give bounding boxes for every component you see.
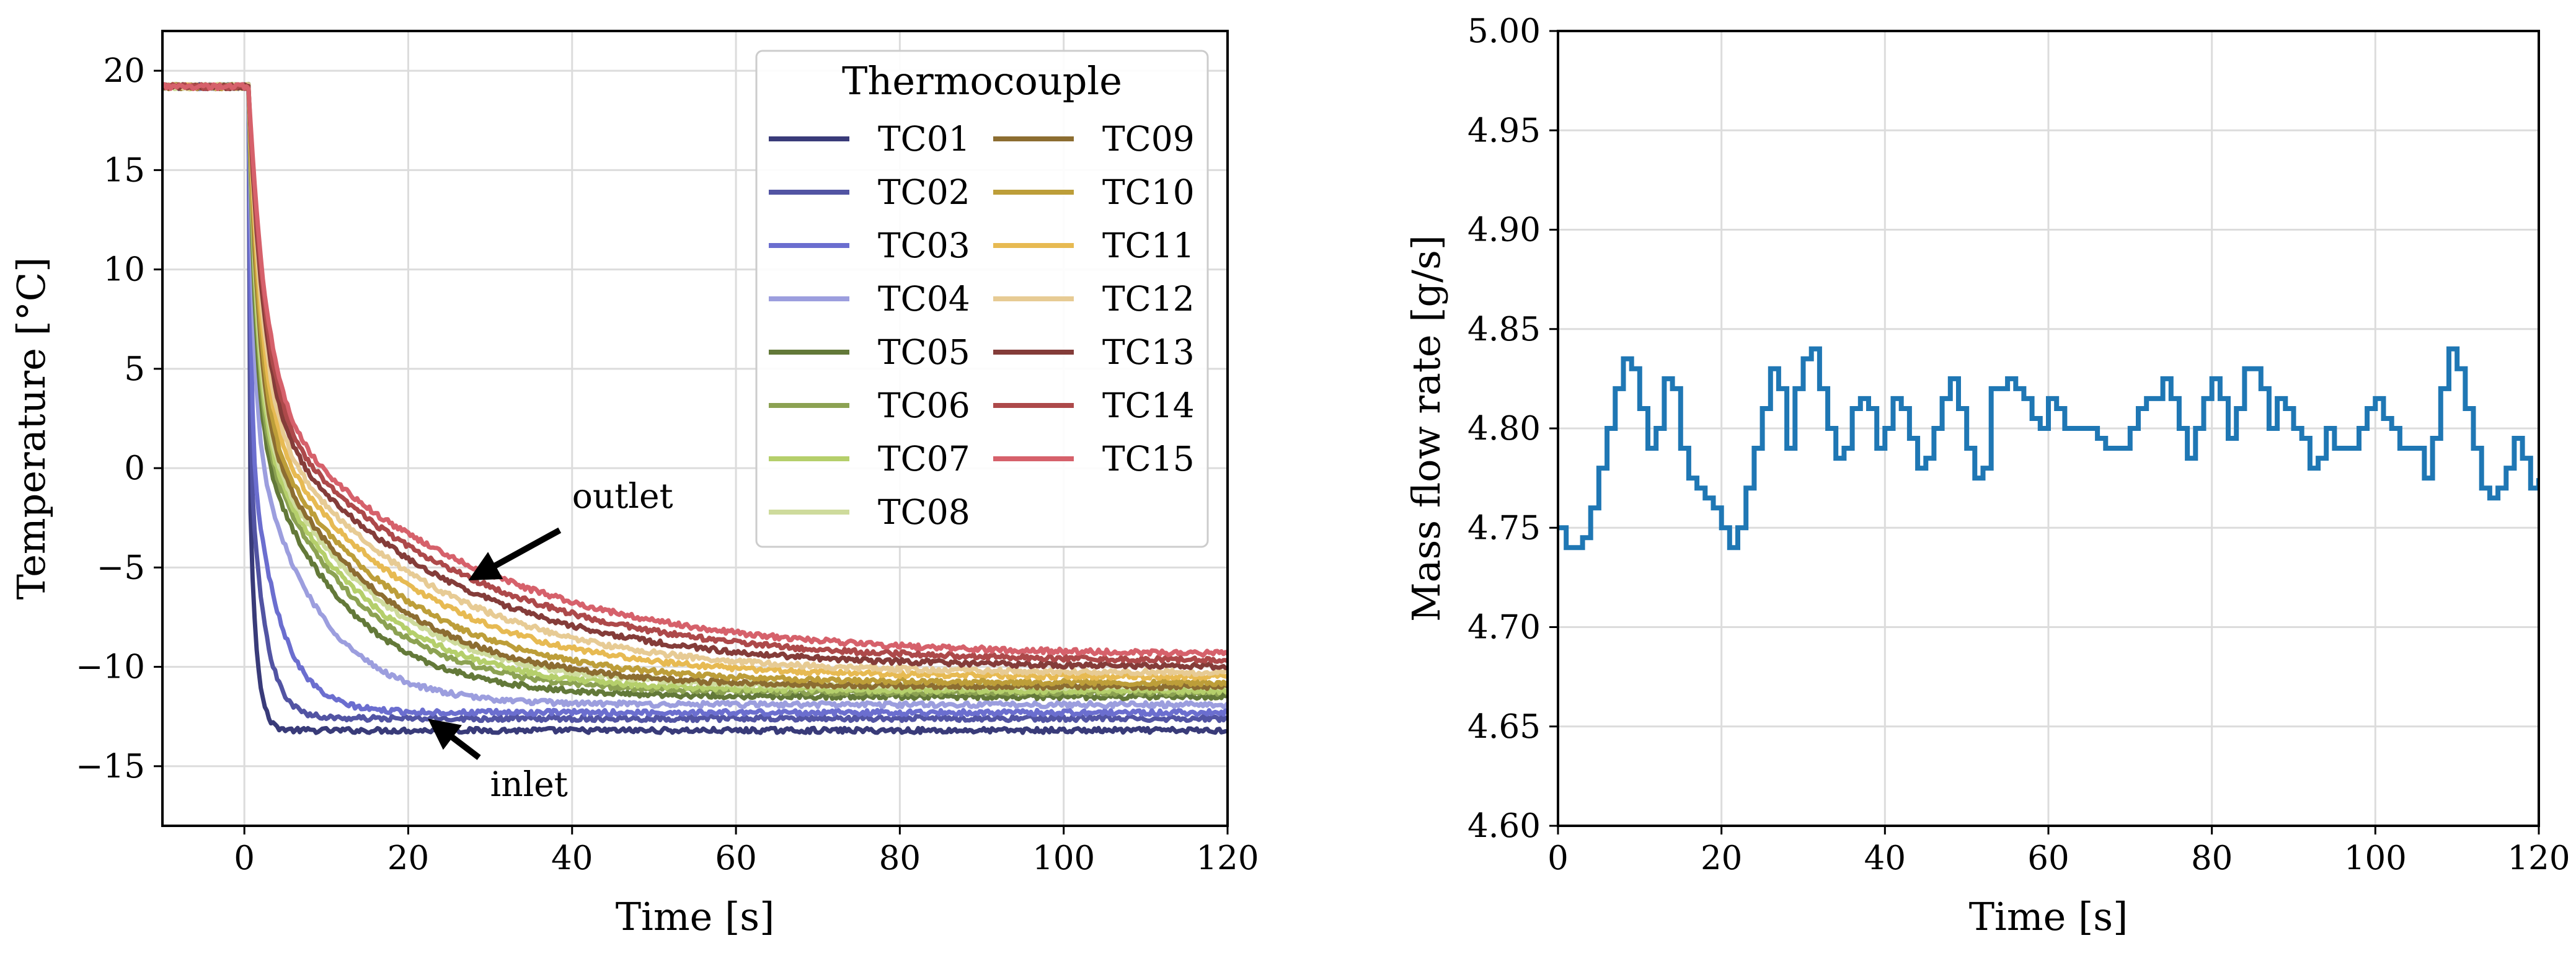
x-tick-label: 120	[1196, 839, 1259, 877]
mass-flow-chart: 0 20 40 60 80 100 120 4.60 4.65 4.70 4.75 4.80 4.85 4…	[1404, 12, 2570, 939]
series-line-tc01	[162, 82, 1228, 735]
x-tick-label: 0	[234, 839, 255, 877]
x-tick-label: 120	[2507, 839, 2570, 877]
mass-flow-x-axis-label: Time [s]	[1969, 894, 2128, 939]
x-tick-label: 100	[2344, 839, 2407, 877]
legend-label-tc08: TC08	[878, 492, 970, 532]
series-line-tc04	[162, 82, 1228, 709]
x-tick-label: 60	[715, 839, 756, 877]
y-tick-label: 4.60	[1467, 807, 1541, 845]
legend-label-tc03: TC03	[878, 226, 970, 265]
temperature-axes-frame	[161, 30, 1229, 827]
legend-label-tc15: TC15	[1102, 439, 1195, 479]
annotation-inlet: inlet	[490, 764, 568, 804]
y-tick-label: 0	[124, 449, 145, 487]
legend-label-tc14: TC14	[1102, 386, 1195, 425]
legend-label-tc13: TC13	[1102, 332, 1195, 372]
x-tick-label: 0	[1547, 839, 1569, 877]
legend-label-tc06: TC06	[878, 386, 970, 425]
legend-label-tc09: TC09	[1102, 119, 1195, 159]
legend-title: Thermocouple	[842, 58, 1122, 104]
series-line-tc03	[162, 82, 1228, 717]
y-tick-label: 10	[104, 251, 145, 289]
x-tick-label: 40	[1864, 839, 1906, 877]
x-tick-label: 20	[1701, 839, 1742, 877]
temperature-x-axis-label: Time [s]	[616, 894, 775, 939]
y-tick-label: 5.00	[1467, 12, 1541, 50]
series-line-tc02	[162, 82, 1228, 724]
y-tick-label: 4.95	[1467, 112, 1541, 149]
x-tick-label: 80	[2191, 839, 2233, 877]
legend: Thermocouple TC01TC02TC03TC04TC05TC06TC0…	[755, 50, 1209, 548]
legend-entries: TC01 TC02 TC03 TC04 TC05 TC06 TC07 TC08 TC09 TC10…	[769, 119, 1195, 532]
y-tick-label: 4.65	[1467, 708, 1541, 746]
temperature-series-group	[162, 82, 1228, 735]
legend-label-tc04: TC04	[878, 279, 970, 319]
series-line-tc05	[162, 82, 1228, 702]
y-tick-label: 5	[124, 350, 145, 388]
y-tick-label: 4.85	[1467, 311, 1541, 348]
legend-label-tc02: TC02	[878, 172, 970, 212]
y-tick-label: −5	[97, 549, 145, 586]
legend-label-tc10: TC10	[1102, 172, 1195, 212]
y-tick-label: 20	[104, 52, 145, 90]
temperature-chart: 0 20 40 60 80 100 120 −15 −10 −5 0 5 10 15 20 Time [s]…	[9, 30, 1259, 939]
series-line-tc14	[162, 82, 1228, 665]
temperature-ticks: 0 20 40 60 80 100 120 −15 −10 −5 0 5 10 15 20	[76, 52, 1259, 877]
series-line-tc10	[162, 82, 1228, 688]
annotation-arrow-inlet	[428, 719, 481, 760]
mass-flow-y-axis-label: Mass flow rate [g/s]	[1404, 235, 1449, 622]
legend-label-tc11: TC11	[1102, 226, 1195, 265]
y-tick-label: 4.90	[1467, 211, 1541, 249]
series-line-tc11	[162, 82, 1228, 681]
y-tick-label: 15	[104, 151, 145, 189]
series-line-tc09	[162, 82, 1228, 691]
annotation-outlet: outlet	[572, 476, 673, 516]
mass-flow-series-group	[1558, 346, 2539, 551]
x-tick-label: 40	[551, 839, 593, 877]
mass-flow-series-line	[1558, 346, 2539, 551]
y-tick-label: 4.75	[1467, 509, 1541, 547]
y-tick-label: −15	[76, 748, 145, 786]
legend-label-tc05: TC05	[878, 332, 970, 372]
series-line-tc12	[162, 82, 1228, 677]
y-tick-label: 4.80	[1467, 410, 1541, 448]
y-tick-label: 4.70	[1467, 609, 1541, 647]
x-tick-label: 20	[387, 839, 429, 877]
legend-label-tc12: TC12	[1102, 279, 1195, 319]
y-tick-label: −10	[76, 648, 145, 686]
x-tick-label: 60	[2027, 839, 2069, 877]
temperature-annotations: outlet inlet	[428, 476, 673, 804]
x-tick-label: 80	[879, 839, 921, 877]
temperature-y-axis-label: Temperature [°C]	[9, 257, 54, 600]
x-tick-label: 100	[1032, 839, 1095, 877]
mass-flow-ticks: 0 20 40 60 80 100 120 4.60 4.65 4.70 4.75 4.80 4.85 4…	[1467, 12, 2570, 877]
legend-label-tc01: TC01	[878, 119, 970, 159]
series-line-tc15	[162, 82, 1228, 658]
legend-frame	[755, 50, 1209, 548]
series-line-tc13	[162, 82, 1228, 671]
legend-label-tc07: TC07	[878, 439, 970, 479]
annotation-arrow-outlet	[468, 527, 562, 581]
